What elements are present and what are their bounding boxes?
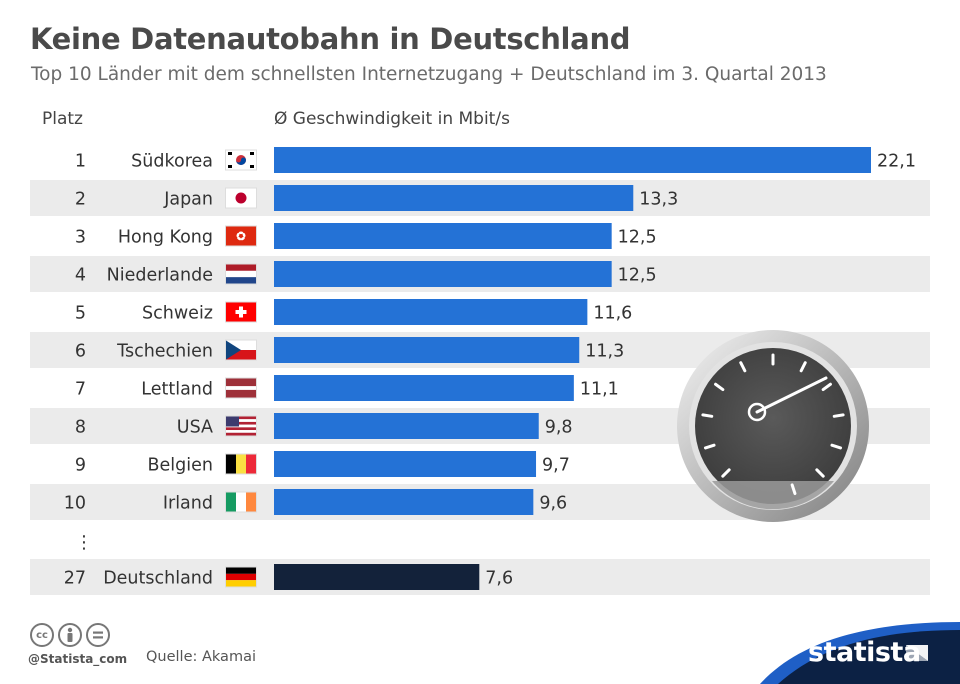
country-label: Hong Kong [118,228,213,248]
chart-row: 5 Schweiz 11,6 [75,299,632,325]
jp-flag-icon [225,187,257,209]
nl-flag-icon [225,263,257,285]
bar [274,261,612,287]
chart-subtitle: Top 10 Länder mit dem schnellsten Intern… [31,64,827,85]
country-label: Japan [163,190,213,210]
chart-row: 9 Belgien 9,7 [75,451,570,477]
country-label: Belgien [148,456,213,476]
rank-label: 27 [64,569,86,589]
value-label: 12,5 [618,266,657,286]
rank-label: 4 [75,266,86,286]
bar [274,451,537,477]
country-label: Niederlande [107,266,213,286]
speed-column-header: Ø Geschwindigkeit in Mbit/s [274,109,510,129]
be-flag-icon [225,453,257,475]
bar [274,375,574,401]
value-label: 11,6 [593,304,632,324]
lv-flag-icon [225,377,257,399]
rank-label: 5 [75,304,86,324]
value-label: 9,7 [542,456,570,476]
country-label: Lettland [141,380,213,400]
bar [274,223,612,249]
value-label: 7,6 [485,569,513,589]
country-label: Deutschland [103,569,213,589]
rank-label: 10 [64,494,86,514]
value-label: 9,6 [539,494,567,514]
rank-label: 2 [75,190,86,210]
cc-icon: cc [30,623,54,647]
hk-flag-icon [225,225,257,247]
country-label: Südkorea [131,152,213,172]
rank-label: 7 [75,380,86,400]
rank-column-header: Platz [42,109,83,129]
chart-rows: 1 Südkorea 22,1 2 Japan 13,3 3 Hong Kong 12,5 4 Ni… [30,147,930,595]
kr-flag-icon [225,149,257,171]
chart-row: 3 Hong Kong 12,5 [75,223,657,249]
value-label: 22,1 [877,152,916,172]
statista-logo-icon [906,645,928,661]
bar [274,489,534,515]
chart-row: 1 Südkorea 22,1 [75,147,916,173]
bar [274,299,588,325]
bar [274,185,634,211]
row-stripe [30,559,930,595]
rank-label: 9 [75,456,86,476]
attribution-icon [58,623,82,647]
no-derivatives-icon [86,623,110,647]
value-label: 11,1 [580,380,619,400]
source-note: Quelle: Akamai [146,649,256,665]
value-label: 11,3 [585,342,624,362]
country-label: Tschechien [116,342,213,362]
value-label: 12,5 [618,228,657,248]
chart-row: 4 Niederlande 12,5 [30,256,930,292]
bar [274,413,539,439]
license-icons: cc [30,623,110,647]
chart-row: 27 Deutschland 7,6 [30,559,930,595]
ch-flag-icon [225,301,257,323]
country-label: Irland [163,494,213,514]
rank-label: 1 [75,152,86,172]
value-label: 9,8 [545,418,573,438]
de-flag-icon [225,566,257,588]
country-label: USA [177,418,213,438]
bar [274,337,580,363]
cz-flag-icon [225,339,257,361]
chart-row: 2 Japan 13,3 [30,180,930,216]
us-flag-icon [225,415,257,437]
speedometer-icon [677,330,869,522]
ellipsis-marker: ⋮ [75,532,93,553]
statista-handle: @Statista_com [28,652,128,666]
chart-row: 7 Lettland 11,1 [75,375,619,401]
value-label: 13,3 [639,190,678,210]
statista-logo-text: statista [808,637,921,668]
rank-label: 8 [75,418,86,438]
bar [274,564,480,590]
chart-title: Keine Datenautobahn in Deutschland [30,22,631,56]
rank-label: 3 [75,228,86,248]
bar [274,147,871,173]
rank-label: 6 [75,342,86,362]
ie-flag-icon [225,491,257,513]
country-label: Schweiz [142,304,213,324]
